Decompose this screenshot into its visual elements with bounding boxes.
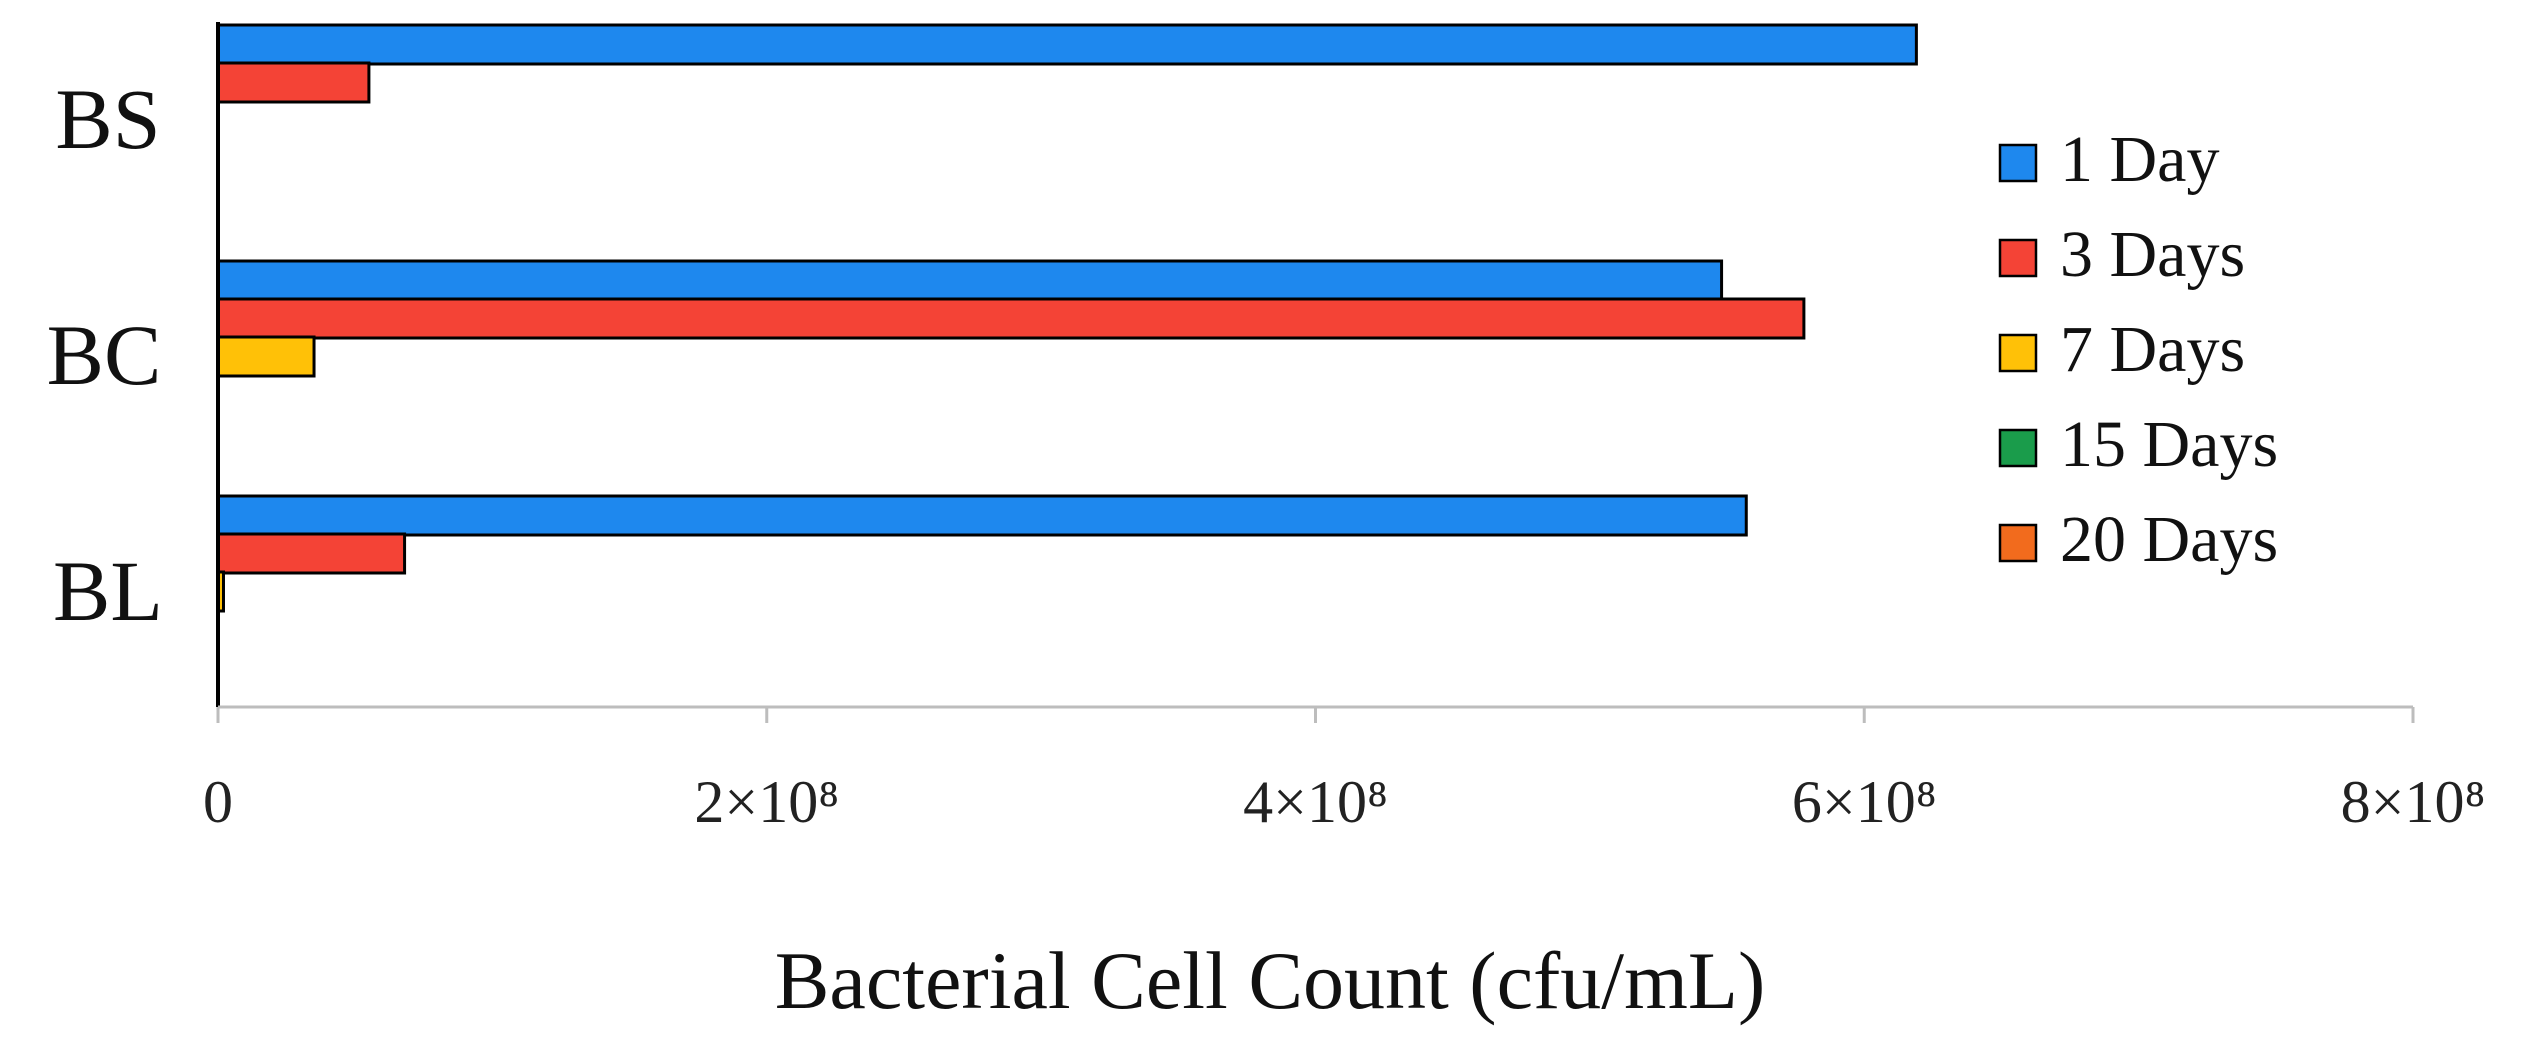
legend-swatch-7-days (1998, 333, 2038, 373)
category-label-bs: BS (55, 71, 160, 167)
legend-label-7-days: 7 Days (2060, 313, 2245, 386)
legend-swatch-1-day (1998, 143, 2038, 183)
legend-label-20-days: 20 Days (2060, 503, 2278, 576)
x-tick-label-3: 6×10⁸ (1792, 769, 1937, 835)
bars-layer (216, 23, 1918, 687)
bar-bs-3-days (216, 61, 371, 104)
x-tick-label-2: 4×10⁸ (1243, 769, 1388, 835)
bar-bc-7-days (216, 335, 316, 378)
category-labels: BS BC BL (47, 71, 163, 639)
legend: 1 Day 3 Days 7 Days 15 Days 20 Days (1998, 123, 2278, 576)
x-tick-label-4: 8×10⁸ (2341, 769, 2486, 835)
category-label-bl: BL (53, 543, 163, 639)
legend-swatch-20-days (1998, 523, 2038, 563)
x-axis: 0 2×10⁸ 4×10⁸ 6×10⁸ 8×10⁸ (203, 22, 2485, 835)
bar-bl-1-day (216, 494, 1748, 537)
x-tick-label-1: 2×10⁸ (694, 769, 839, 835)
legend-swatch-15-days (1998, 428, 2038, 468)
bar-bs-1-day (216, 23, 1918, 66)
bar-bl-3-days (216, 532, 407, 575)
x-tick-label-0: 0 (203, 769, 233, 835)
bar-bc-3-days (216, 297, 1806, 340)
legend-label-15-days: 15 Days (2060, 408, 2278, 481)
legend-swatch-3-days (1998, 238, 2038, 278)
x-axis-title: Bacterial Cell Count (cfu/mL) (775, 935, 1766, 1026)
legend-label-3-days: 3 Days (2060, 218, 2245, 291)
bar-bc-1-day (216, 259, 1724, 302)
category-label-bc: BC (47, 307, 162, 403)
legend-label-1-day: 1 Day (2060, 123, 2219, 196)
